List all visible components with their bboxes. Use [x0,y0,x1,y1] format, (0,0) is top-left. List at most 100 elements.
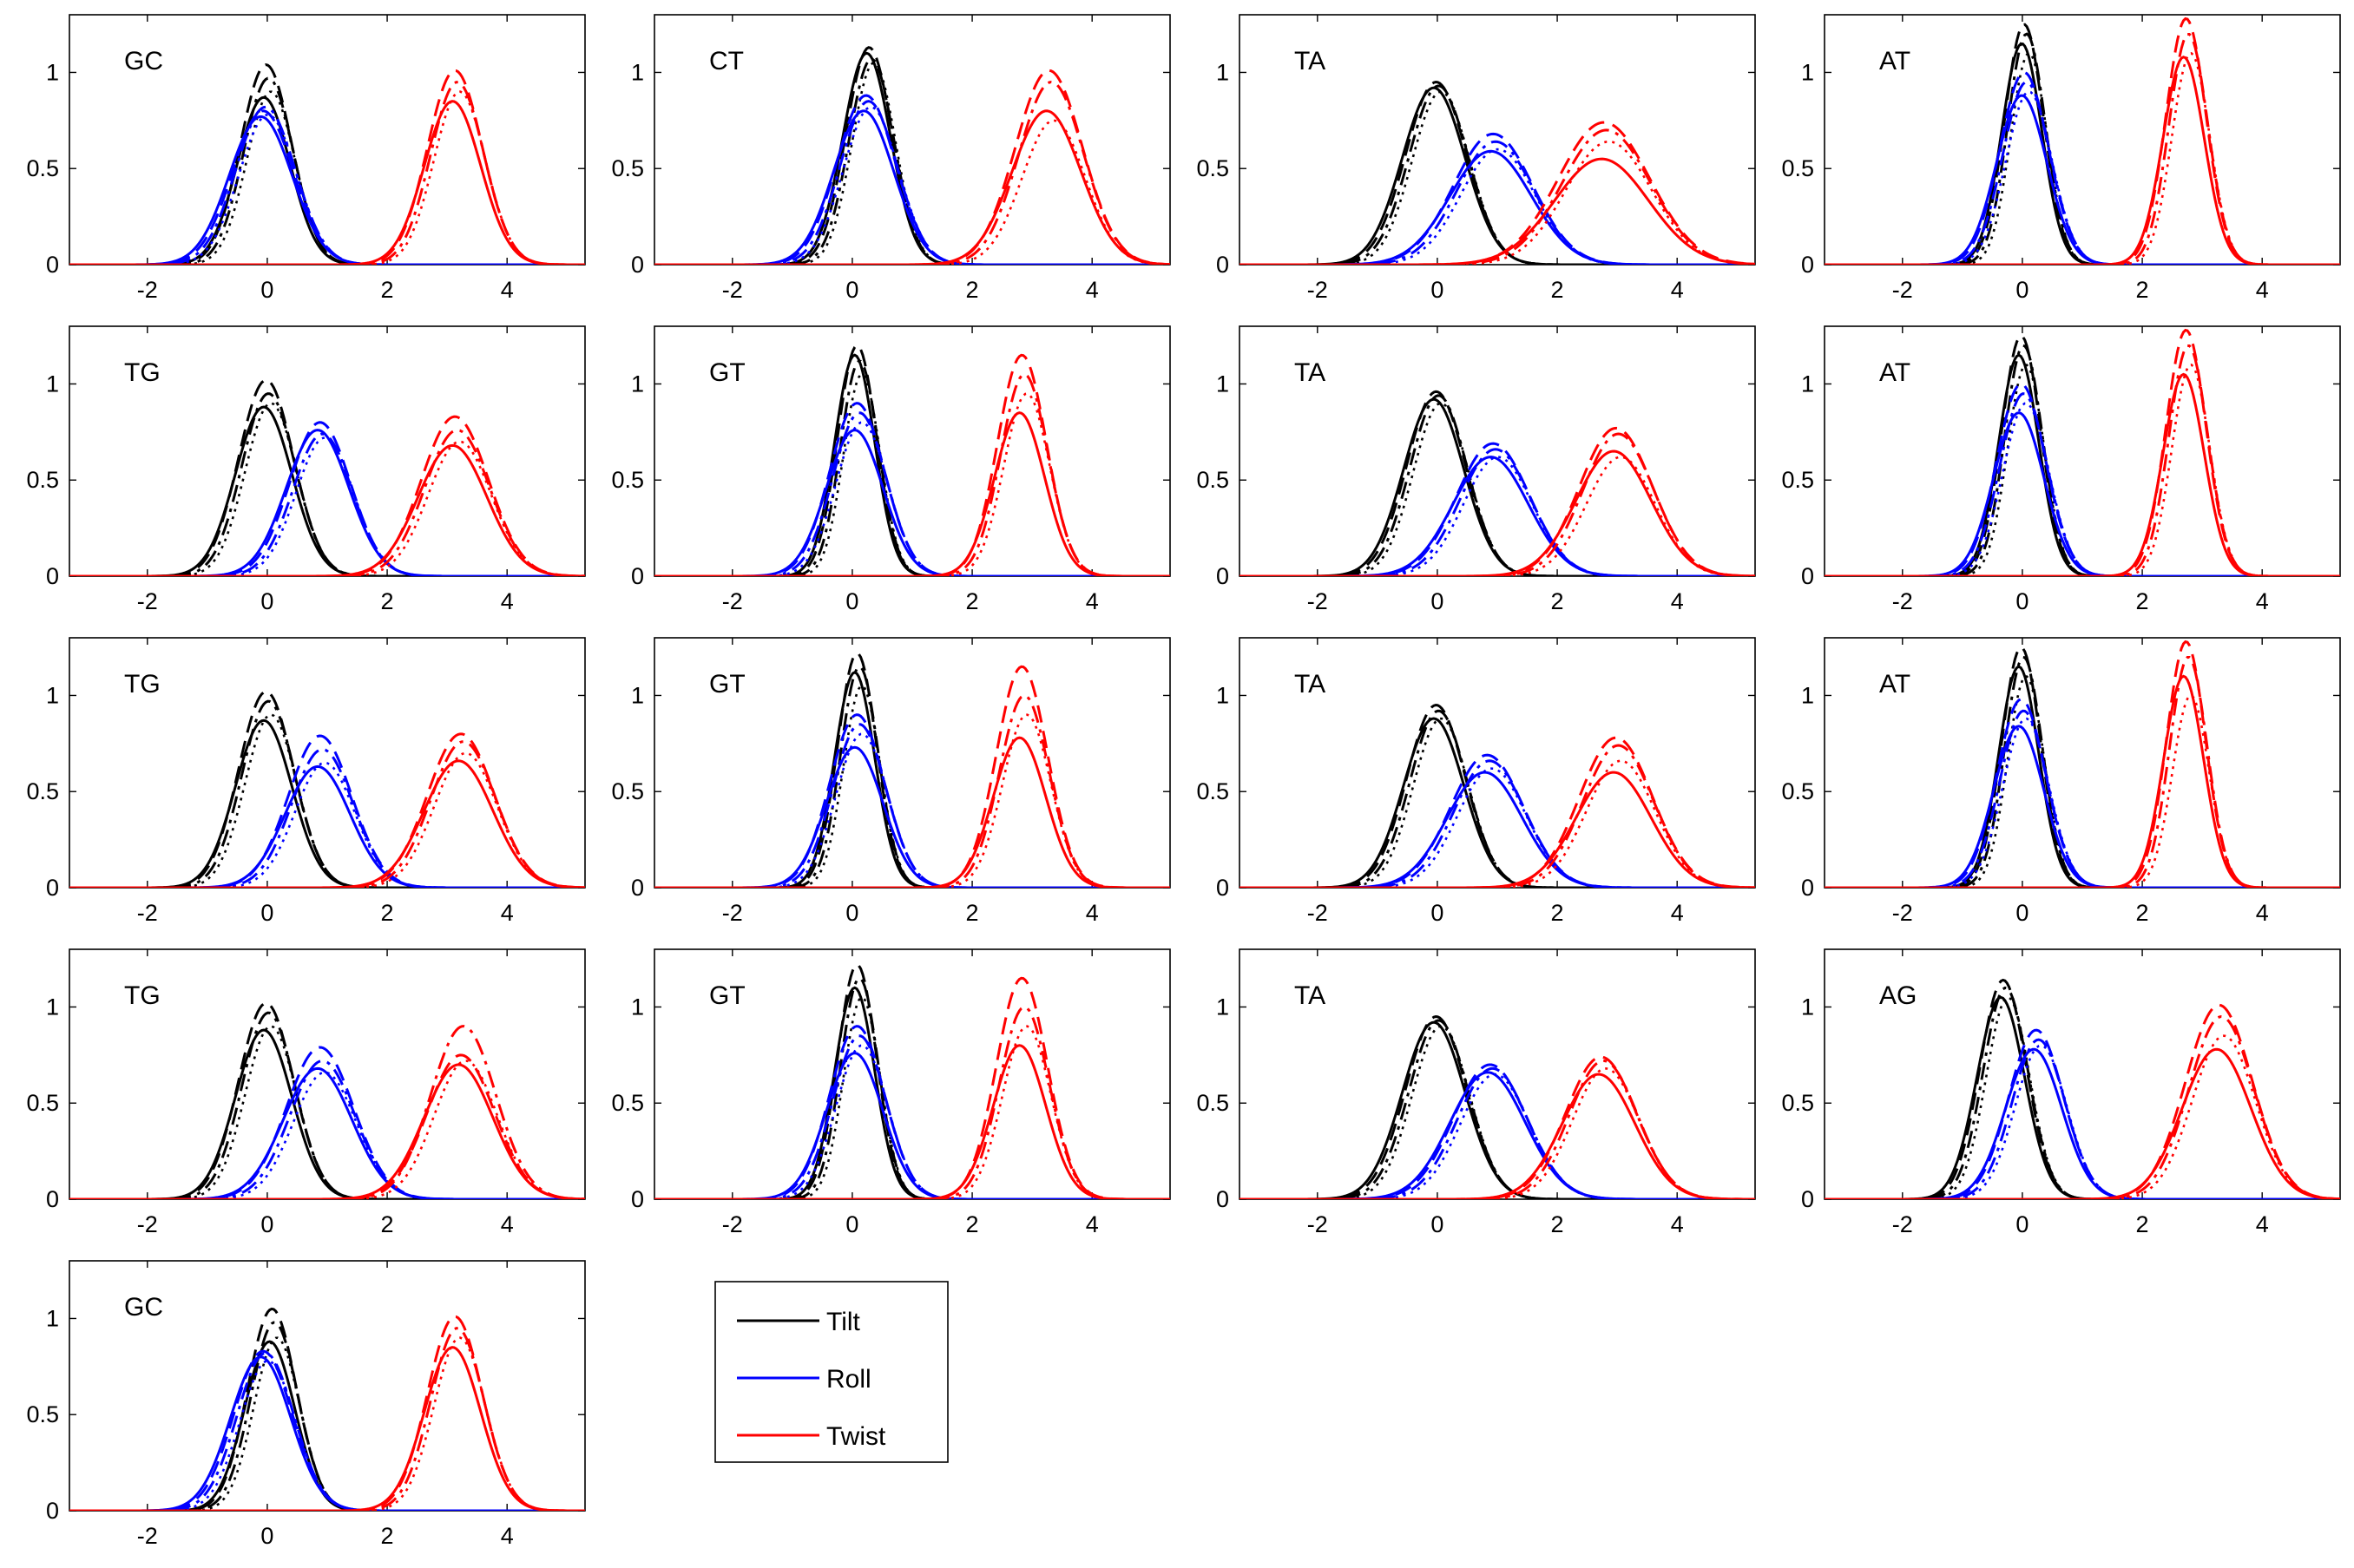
roll-curve-dashed [69,421,585,576]
subplot-ag-15: -2 0 2 4 0 0.5 1 AG [1781,948,2341,1237]
tilt-curve-dashed [654,46,1170,265]
axes-frame [69,325,586,577]
x-tick-label: 2 [1551,588,1564,614]
curves [1825,328,2340,576]
x-tick-label: -2 [1307,588,1328,614]
x-tick-label: 2 [966,588,979,614]
x-tick-label: 0 [1430,1211,1443,1237]
roll-curve-dashed [69,1046,585,1199]
legend-label-tilt: Tilt [826,1308,861,1336]
x-tick-label: 4 [1086,1211,1099,1237]
x-tick-label: 0 [2015,588,2029,614]
twist-curve-dashdot [69,81,585,265]
x-tick-label: 4 [2256,1211,2269,1237]
x-tick-label: 2 [966,900,979,926]
y-tick-label: 0.5 [1781,155,1814,181]
x-tick-label: 0 [260,277,273,303]
y-tick-label: 0.5 [1781,1090,1814,1116]
curves [654,963,1170,1199]
y-tick-label: 1 [1801,994,1814,1020]
x-tick-label: 2 [381,900,394,926]
y-tick-label: 1 [46,371,59,397]
x-tick-label: 0 [845,588,858,614]
twist-curve-dotted [69,751,585,888]
x-tick-label: -2 [137,1523,158,1549]
curves [69,63,585,265]
tilt-curve-dashed [1825,334,2340,576]
twist-curve-dotted [69,1060,585,1199]
x-tick-label: 2 [2136,277,2149,303]
subplot-gt-5: -2 0 2 4 0 0.5 1 GT [611,325,1171,614]
x-tick-label: 0 [260,1211,273,1237]
x-tick-label: -2 [137,588,158,614]
twist-curve-dashed [1825,640,2340,888]
panel-label: AG [1879,981,1917,1010]
curves [654,46,1170,265]
y-tick-label: 0 [1216,563,1229,589]
panel-label: GT [709,670,746,699]
y-tick-label: 1 [46,59,59,85]
y-tick-label: 0 [1801,563,1814,589]
y-tick-label: 0 [631,563,644,589]
subplot-ta-6: -2 0 2 4 0 0.5 1 TA [1196,325,1756,614]
twist-curve-dotted [1239,140,1755,265]
curves [1239,704,1755,888]
x-tick-label: -2 [1307,277,1328,303]
x-tick-label: 2 [1551,1211,1564,1237]
legend-box [714,1281,949,1463]
twist-curve-dotted [654,119,1170,265]
x-tick-label: 2 [2136,900,2149,926]
y-tick-label: 1 [46,994,59,1020]
y-tick-label: 0 [1216,875,1229,901]
tilt-curve-solid [654,51,1170,265]
subplot-ta-14: -2 0 2 4 0 0.5 1 TA [1196,948,1756,1237]
y-tick-label: 0 [46,875,59,901]
curves [1239,1015,1755,1199]
y-tick-label: 1 [631,994,644,1020]
curves [1239,390,1755,576]
x-tick-label: -2 [1892,277,1913,303]
subplot-gt-9: -2 0 2 4 0 0.5 1 GT [611,637,1171,926]
y-tick-label: 0.5 [26,778,59,804]
x-tick-label: 4 [2256,900,2269,926]
subplot-gt-13: -2 0 2 4 0 0.5 1 GT [611,948,1171,1237]
roll-curve-dashdot [1239,1066,1755,1199]
panel-label: TG [124,670,161,699]
y-tick-label: 1 [631,371,644,397]
curves [69,378,585,576]
roll-curve-dashdot [1239,759,1755,888]
y-tick-label: 0.5 [1196,467,1229,493]
y-tick-label: 0 [46,1498,59,1524]
x-tick-label: 2 [2136,588,2149,614]
x-tick-label: 2 [2136,1211,2149,1237]
x-tick-label: 0 [845,1211,858,1237]
curves [69,1307,585,1511]
y-tick-label: 0.5 [26,155,59,181]
curves [69,1001,585,1199]
subplot-grid: -2 0 2 4 0 0.5 1 GC -2 0 2 4 0 0.5 1 CT -2 0 2 4 0 0.5 1 TA -2 0 2… [26,14,2341,1549]
y-tick-label: 0 [46,1186,59,1212]
twist-curve-dashed [1239,1055,1755,1199]
x-tick-label: -2 [137,1211,158,1237]
twist-curve-dotted [1239,1067,1755,1199]
y-tick-label: 0 [1216,252,1229,278]
x-tick-label: -2 [722,900,743,926]
legend-label-twist: Twist [826,1422,886,1451]
axes-frame [1824,325,2341,577]
x-tick-label: 4 [2256,277,2269,303]
roll-curve-dashdot [1239,448,1755,576]
panel-label: AT [1879,47,1910,75]
roll-curve-solid [69,764,585,888]
x-tick-label: 4 [1086,588,1099,614]
curves [1825,978,2340,1199]
legend: Tilt Roll Twist [714,1281,949,1463]
roll-curve-dotted [69,1071,585,1199]
panel-label: TA [1294,358,1325,387]
subplot-gc-0: -2 0 2 4 0 0.5 1 GC [26,14,586,303]
panel-label: TG [124,981,161,1010]
curves [1825,16,2340,265]
subplot-tg-4: -2 0 2 4 0 0.5 1 TG [26,325,586,614]
y-tick-label: 0 [631,252,644,278]
twist-curve-dotted [1825,51,2340,265]
y-tick-label: 0.5 [1781,467,1814,493]
